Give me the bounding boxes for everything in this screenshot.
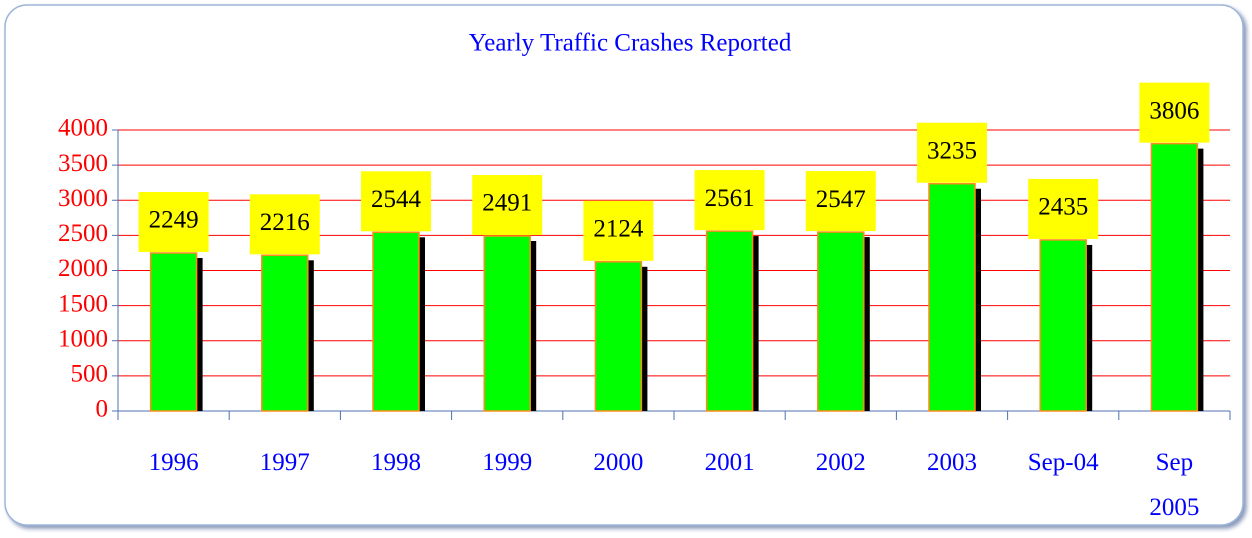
x-tick-label: 1998 xyxy=(371,449,421,476)
x-tick-label-box: 2003 xyxy=(927,449,977,476)
x-tick-label: Sep-04 xyxy=(1027,449,1099,476)
data-label: 3235 xyxy=(927,137,977,164)
x-tick-label: 1999 xyxy=(482,449,533,476)
data-label-bg xyxy=(472,175,543,236)
data-label: 2124 xyxy=(593,216,644,243)
bar xyxy=(928,182,976,412)
x-tick-label: 1996 xyxy=(148,449,199,476)
x-tick-label-box: 1998 xyxy=(371,449,421,476)
bar xyxy=(705,230,754,412)
data-label-bg xyxy=(1028,178,1099,239)
data-label: 2435 xyxy=(1038,194,1088,221)
data-label: 2547 xyxy=(816,186,866,213)
bar xyxy=(149,252,198,412)
bar xyxy=(594,261,643,412)
x-tick-label-box: Sep 2005 xyxy=(1149,449,1200,521)
bar xyxy=(1039,239,1087,412)
y-tick-label: 4000 xyxy=(58,115,108,142)
bar xyxy=(372,231,420,412)
y-tick-label: 3000 xyxy=(58,185,108,212)
data-label: 2544 xyxy=(371,186,422,213)
y-tick-label: 500 xyxy=(71,361,109,388)
data-label-bg xyxy=(138,192,209,253)
y-tick-label: 3500 xyxy=(58,150,108,177)
x-tick-label-box: Sep-04 xyxy=(1027,449,1099,476)
data-label-bg xyxy=(1139,82,1210,143)
bar xyxy=(483,235,531,412)
data-label: 2491 xyxy=(482,190,532,217)
y-tick-label: 1000 xyxy=(58,325,108,352)
bar xyxy=(261,254,309,412)
data-label-bg xyxy=(694,170,765,231)
bar xyxy=(1150,142,1199,412)
x-tick-label-box: 2000 xyxy=(593,449,644,476)
x-tick-label: 2003 xyxy=(927,449,977,476)
bar xyxy=(817,231,865,412)
y-tick-label: 2000 xyxy=(58,255,108,282)
data-label-bg xyxy=(249,194,320,255)
y-tick-label: 1500 xyxy=(58,290,108,317)
x-tick-label-box: 2002 xyxy=(815,449,866,476)
x-tick-label-box: 1997 xyxy=(259,449,310,476)
x-tick-label: 2001 xyxy=(704,449,755,476)
chart-title: Yearly Traffic Crashes Reported xyxy=(469,30,792,57)
data-label-bg xyxy=(917,122,987,183)
data-label: 2249 xyxy=(149,207,199,234)
y-tick-label: 2500 xyxy=(58,220,108,247)
x-tick-label-box: 1999 xyxy=(482,449,533,476)
data-label: 3806 xyxy=(1149,97,1199,124)
data-label-bg xyxy=(805,171,876,232)
x-tick-label: 2000 xyxy=(593,449,644,476)
data-label-bg xyxy=(583,200,654,261)
data-label: 2561 xyxy=(705,185,755,212)
y-tick-label: 0 xyxy=(96,396,109,423)
data-label-bg xyxy=(361,171,431,232)
x-tick-label-box: 2001 xyxy=(704,449,755,476)
x-tick-label: 2002 xyxy=(815,449,866,476)
x-tick-label: Sep 2005 xyxy=(1149,449,1200,521)
data-label: 2216 xyxy=(260,209,310,236)
x-tick-label: 1997 xyxy=(259,449,310,476)
x-tick-label-box: 1996 xyxy=(148,449,199,476)
